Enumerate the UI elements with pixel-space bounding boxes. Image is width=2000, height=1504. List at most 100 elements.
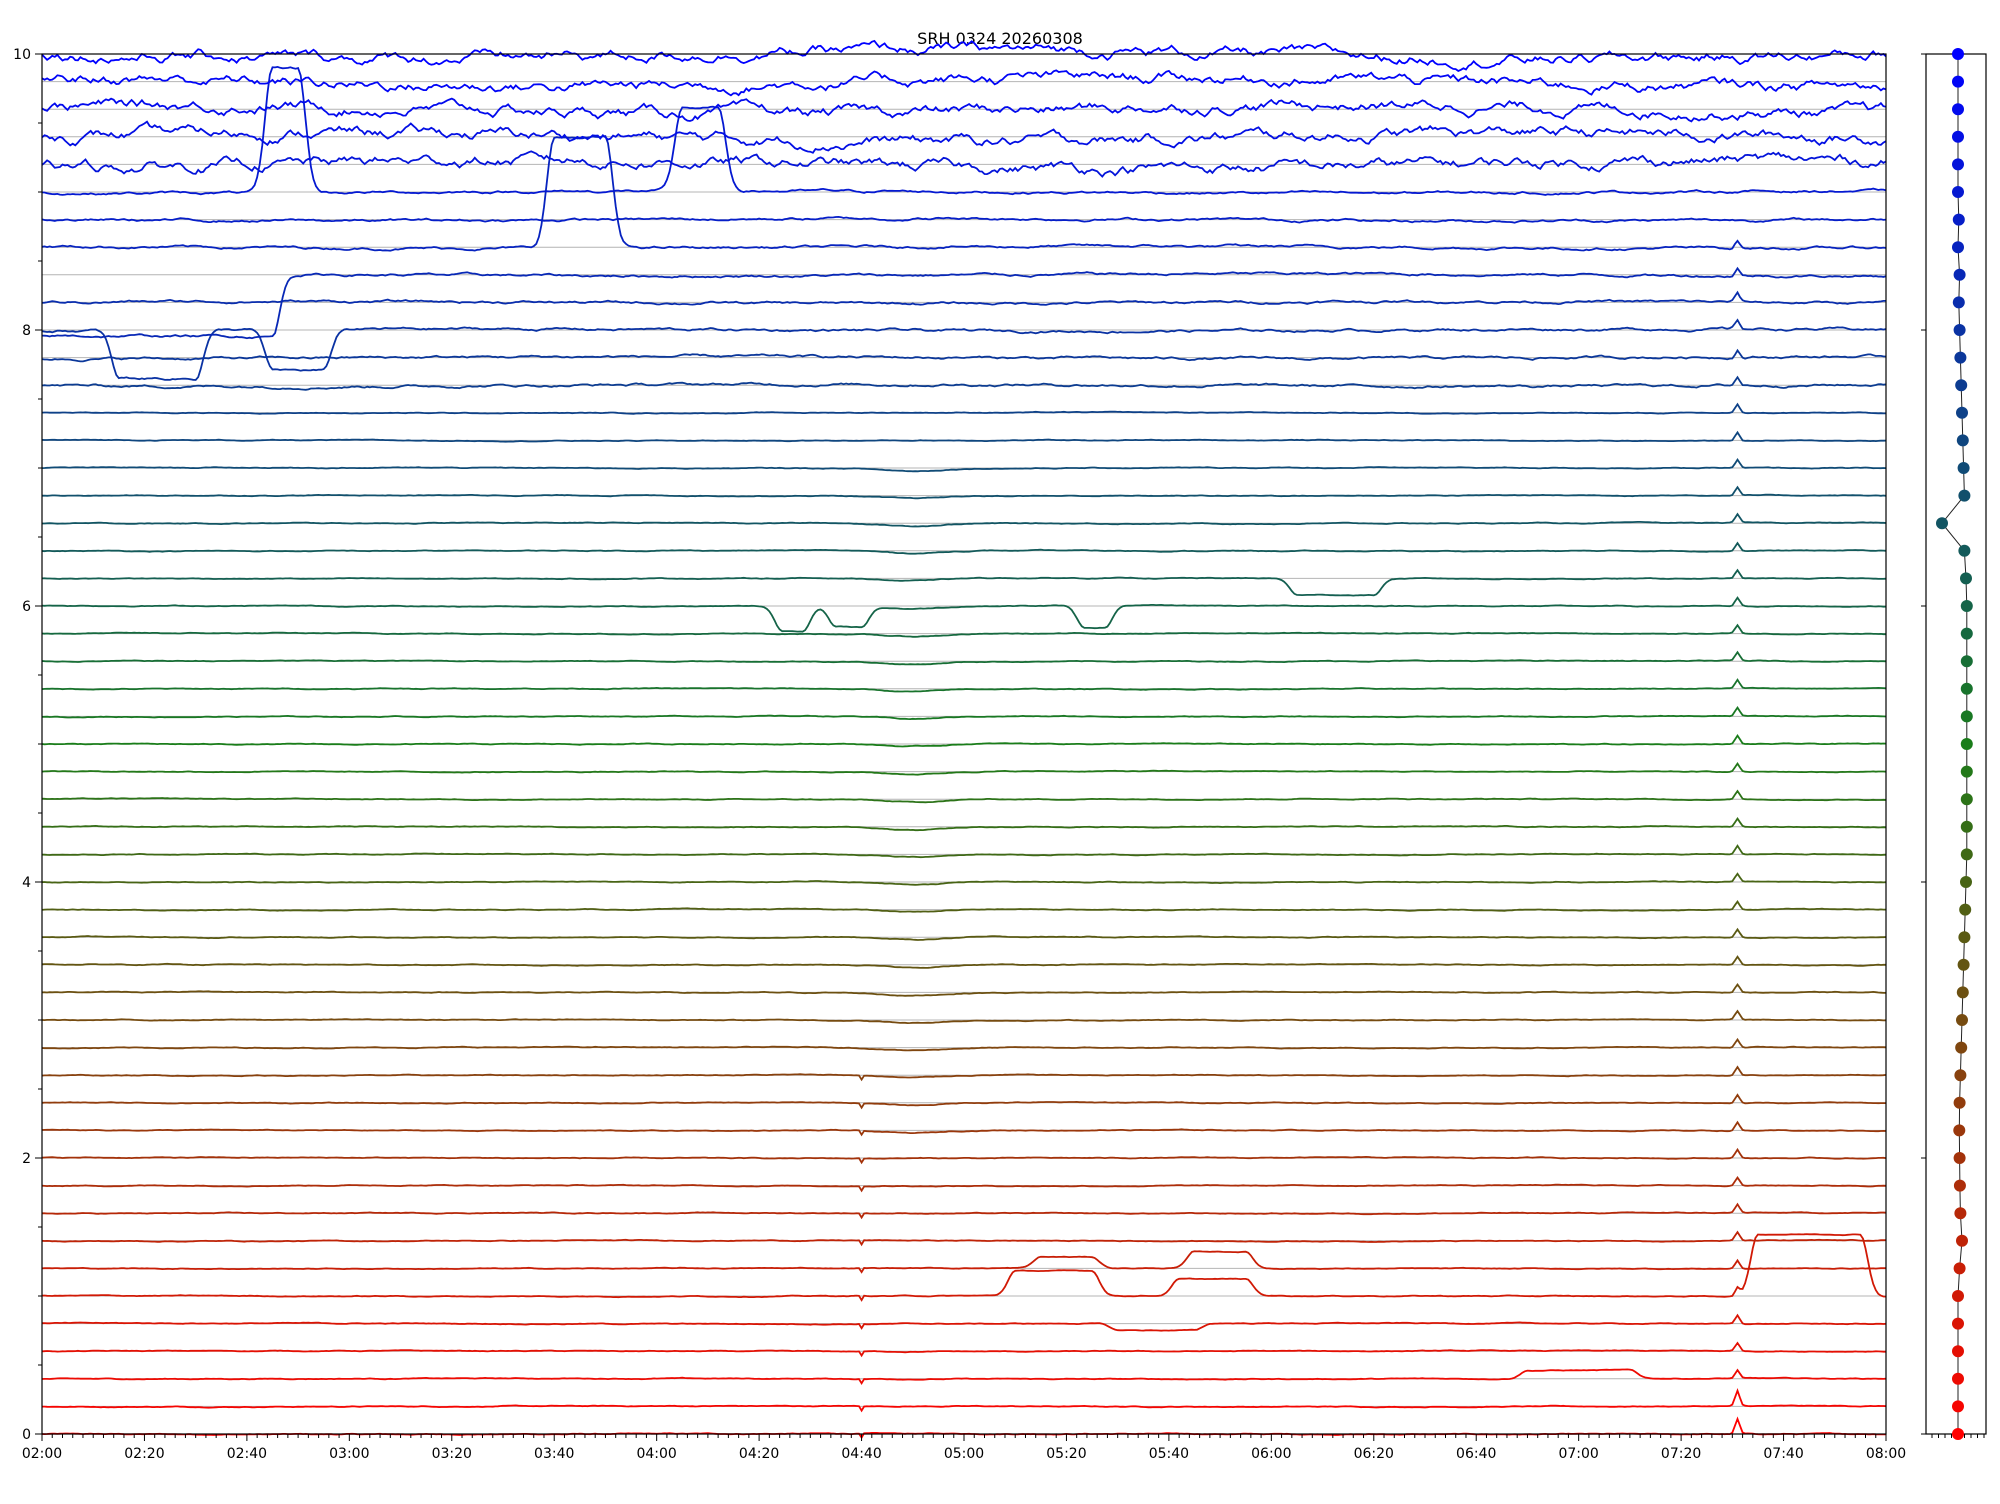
trace-line-31 bbox=[41, 568, 1887, 597]
trace-line-25 bbox=[41, 733, 1887, 748]
trace-line-28 bbox=[41, 650, 1887, 666]
side-marker-1 bbox=[1952, 1400, 1964, 1413]
side-marker-36 bbox=[1956, 434, 1969, 447]
side-marker-47 bbox=[1952, 130, 1964, 143]
trace-line-35 bbox=[41, 457, 1887, 473]
trace-line-16 bbox=[41, 982, 1886, 997]
trace-line-48 bbox=[41, 97, 1887, 123]
trace-line-42 bbox=[41, 266, 1887, 340]
side-marker-9 bbox=[1953, 1179, 1966, 1192]
side-marker-7 bbox=[1956, 1234, 1968, 1247]
trace-line-20 bbox=[41, 872, 1887, 886]
trace-line-24 bbox=[41, 761, 1887, 776]
y-tick-label: 10 bbox=[13, 47, 31, 63]
trace-line-45 bbox=[41, 65, 1887, 196]
side-panel bbox=[1921, 48, 1985, 1440]
y-tick-label: 0 bbox=[22, 1427, 31, 1443]
x-tick-label: 05:00 bbox=[944, 1446, 984, 1462]
side-marker-48 bbox=[1952, 103, 1964, 116]
side-marker-24 bbox=[1960, 765, 1973, 778]
trace-line-34 bbox=[41, 485, 1887, 500]
side-marker-14 bbox=[1955, 1041, 1968, 1054]
x-tick-label: 02:40 bbox=[227, 1446, 267, 1462]
trace-line-26 bbox=[41, 705, 1887, 721]
trace-line-2 bbox=[41, 1368, 1887, 1386]
trace-line-33 bbox=[42, 512, 1887, 528]
trace-line-47 bbox=[41, 120, 1887, 154]
trace-line-19 bbox=[41, 899, 1886, 913]
side-marker-19 bbox=[1959, 903, 1972, 916]
side-marker-8 bbox=[1954, 1207, 1967, 1220]
x-tick-label: 06:40 bbox=[1456, 1446, 1496, 1462]
side-marker-37 bbox=[1956, 406, 1968, 419]
x-tick-label: 04:20 bbox=[739, 1446, 779, 1462]
side-marker-50 bbox=[1952, 48, 1964, 60]
side-marker-20 bbox=[1960, 876, 1972, 888]
trace-line-3 bbox=[41, 1341, 1886, 1358]
trace-line-5 bbox=[41, 1233, 1887, 1302]
trace-line-50 bbox=[41, 39, 1887, 73]
trace-line-21 bbox=[41, 844, 1887, 859]
trace-line-9 bbox=[41, 1176, 1887, 1193]
side-marker-29 bbox=[1960, 627, 1973, 640]
trace-line-4 bbox=[41, 1313, 1887, 1332]
side-marker-45 bbox=[1952, 186, 1964, 198]
side-marker-26 bbox=[1960, 710, 1973, 723]
trace-line-46 bbox=[41, 150, 1887, 178]
trace-line-32 bbox=[41, 541, 1887, 555]
x-tick-label: 02:00 bbox=[22, 1446, 62, 1462]
x-tick-label: 02:20 bbox=[124, 1446, 164, 1462]
trace-line-49 bbox=[41, 69, 1887, 97]
side-marker-44 bbox=[1952, 213, 1965, 226]
trace-line-1 bbox=[42, 1388, 1887, 1413]
side-marker-21 bbox=[1960, 848, 1973, 861]
side-marker-34 bbox=[1958, 489, 1971, 502]
side-marker-4 bbox=[1952, 1317, 1964, 1330]
side-marker-32 bbox=[1958, 544, 1971, 557]
side-marker-22 bbox=[1960, 820, 1973, 833]
side-marker-17 bbox=[1957, 958, 1970, 971]
side-marker-31 bbox=[1960, 572, 1972, 585]
trace-line-39 bbox=[41, 348, 1887, 363]
side-marker-38 bbox=[1955, 379, 1968, 392]
side-marker-40 bbox=[1953, 324, 1966, 336]
side-marker-39 bbox=[1954, 351, 1967, 364]
trace-line-27 bbox=[41, 678, 1887, 693]
side-marker-46 bbox=[1952, 158, 1964, 171]
trace-line-13 bbox=[41, 1065, 1887, 1082]
side-marker-27 bbox=[1960, 682, 1973, 695]
side-marker-25 bbox=[1960, 738, 1973, 750]
side-marker-33 bbox=[1936, 517, 1948, 530]
side-marker-0 bbox=[1952, 1428, 1964, 1440]
trace-line-22 bbox=[41, 816, 1887, 832]
x-tick-label: 07:20 bbox=[1661, 1446, 1701, 1462]
side-panel-frame bbox=[1925, 53, 1987, 1435]
x-tick-label: 08:00 bbox=[1866, 1446, 1906, 1462]
trace-line-11 bbox=[41, 1120, 1887, 1137]
trace-line-38 bbox=[41, 375, 1887, 391]
x-tick-label: 03:20 bbox=[432, 1446, 472, 1462]
side-marker-5 bbox=[1952, 1290, 1964, 1302]
side-marker-18 bbox=[1958, 931, 1971, 944]
x-tick-label: 07:40 bbox=[1763, 1446, 1803, 1462]
side-marker-2 bbox=[1952, 1372, 1964, 1385]
side-marker-16 bbox=[1956, 986, 1969, 999]
y-axis: 0 2 4 6 8 10 bbox=[13, 47, 42, 1443]
x-tick-label: 03:00 bbox=[329, 1446, 369, 1462]
trace-layer bbox=[41, 39, 1887, 1440]
x-tick-label: 06:20 bbox=[1354, 1446, 1394, 1462]
chart-title: SRH 0324 20260308 bbox=[917, 29, 1083, 48]
trace-line-10 bbox=[41, 1147, 1887, 1165]
side-marker-35 bbox=[1957, 462, 1970, 474]
trace-line-14 bbox=[41, 1037, 1887, 1052]
x-tick-label: 06:00 bbox=[1251, 1446, 1291, 1462]
side-marker-13 bbox=[1954, 1069, 1967, 1082]
trace-line-41 bbox=[41, 290, 1886, 306]
trace-line-29 bbox=[41, 623, 1886, 638]
trace-line-8 bbox=[42, 1202, 1887, 1220]
trace-line-17 bbox=[41, 955, 1886, 969]
x-axis: 02:00 02:20 02:40 03:00 03:20 03:40 04:00 04:20… bbox=[22, 1434, 1906, 1462]
x-tick-label: 03:40 bbox=[534, 1446, 574, 1462]
side-marker-11 bbox=[1953, 1124, 1966, 1137]
